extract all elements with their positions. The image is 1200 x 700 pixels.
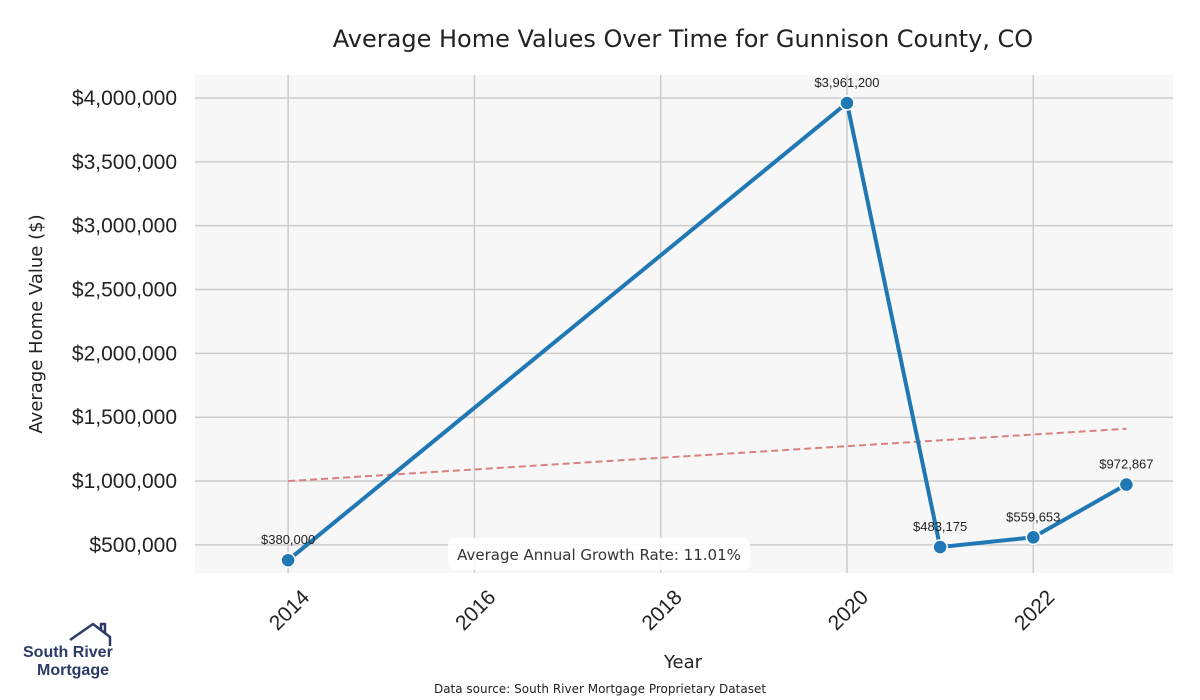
x-tick-labels: 2014 2016 2018 2020 2022	[265, 586, 1059, 636]
south-river-logo: South River Mortgage	[23, 622, 113, 679]
plot-area	[195, 75, 1173, 573]
data-label-2014: $380,000	[261, 532, 315, 547]
data-label-2020: $3,961,200	[814, 75, 879, 90]
y-tick-label-7: $4,000,000	[72, 87, 177, 110]
x-tick-label-3: 2020	[824, 586, 873, 635]
annotation-box	[448, 538, 750, 570]
chart-title: Average Home Values Over Time for Gunnis…	[333, 25, 1033, 53]
annotation-text: Average Annual Growth Rate: 11.01%	[457, 546, 741, 564]
trend-line	[288, 427, 1127, 483]
data-point-2014	[280, 552, 296, 568]
y-tick-label-6: $3,500,000	[72, 151, 177, 174]
data-point-2021	[932, 539, 948, 555]
x-tick-label-2: 2018	[637, 586, 686, 635]
y-tick-label-2: $1,500,000	[72, 406, 177, 429]
x-tick-label-0: 2014	[265, 586, 315, 636]
y-tick-label-4: $2,500,000	[72, 279, 177, 302]
data-labels: $380,000 $3,961,200 $483,175 $559,653 $972,8…	[261, 75, 1154, 547]
logo-line-1: South River	[23, 644, 113, 661]
data-label-2022: $559,653	[1006, 509, 1060, 524]
x-axis-label: Year	[663, 652, 703, 673]
data-label-2023: $972,867	[1099, 457, 1153, 472]
y-tick-label-3: $2,000,000	[72, 342, 177, 365]
house-roof-icon	[69, 622, 112, 646]
data-source-note: Data source: South River Mortgage Propri…	[434, 682, 766, 696]
series-group	[280, 95, 1135, 568]
growth-rate-annotation: Average Annual Growth Rate: 11.01%	[448, 538, 750, 570]
data-point-2020	[839, 95, 855, 111]
y-tick-labels: $500,000 $1,000,000 $1,500,000 $2,000,000 $2…	[72, 87, 177, 557]
data-point-2023	[1118, 476, 1135, 493]
x-tick-label-1: 2016	[451, 586, 500, 635]
x-tick-label-4: 2022	[1010, 586, 1059, 635]
y-tick-label-0: $500,000	[89, 534, 177, 557]
data-label-2021: $483,175	[913, 519, 967, 534]
trend-line-group	[288, 427, 1127, 483]
y-tick-label-5: $3,000,000	[72, 215, 177, 238]
data-point-2022	[1025, 529, 1042, 546]
y-tick-label-1: $1,000,000	[72, 470, 177, 493]
logo-line-2: Mortgage	[37, 662, 109, 679]
grid-lines	[195, 75, 1173, 573]
y-axis-label: Average Home Value ($)	[26, 214, 47, 433]
